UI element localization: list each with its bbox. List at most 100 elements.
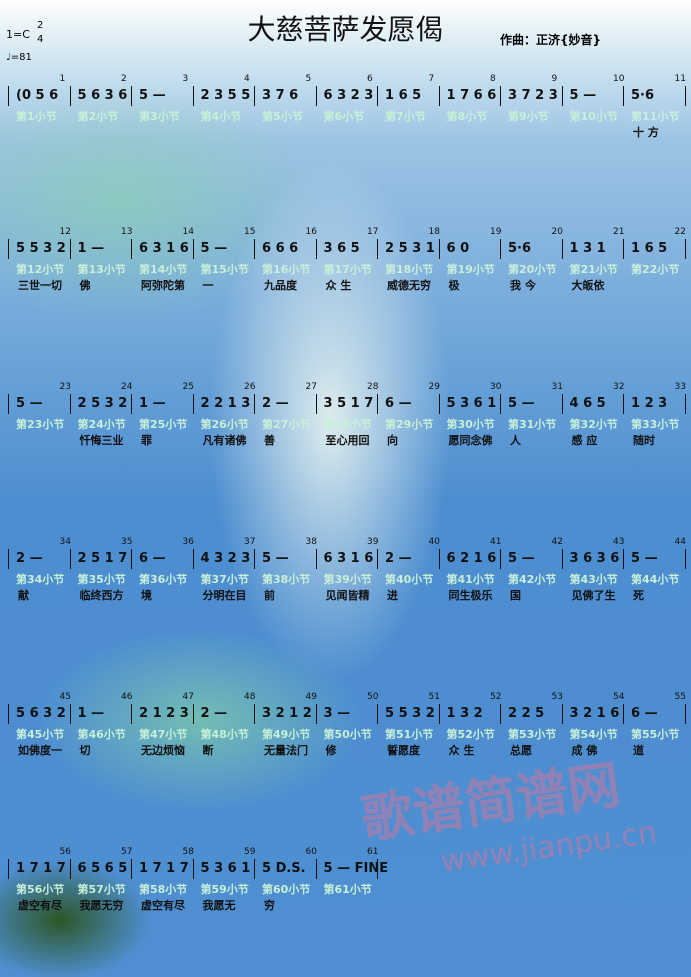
notes: 1 —	[77, 241, 105, 256]
measure-number: 51	[428, 692, 440, 702]
barline	[69, 86, 71, 106]
measure-number: 15	[244, 227, 256, 237]
notes: (0 5 6	[16, 88, 59, 103]
barline	[684, 704, 686, 724]
measure-label: 第20小节	[508, 263, 557, 276]
notes: 6 —	[385, 396, 412, 411]
measure-label: 第21小节	[569, 263, 618, 276]
measure-number: 49	[305, 692, 317, 702]
measure-number: 55	[674, 692, 686, 702]
measure-label: 第60小节	[262, 883, 311, 896]
measure-number: 18	[428, 227, 440, 237]
measure-number: 39	[367, 537, 379, 547]
measure-number: 21	[613, 227, 625, 237]
measure-number: 44	[674, 537, 686, 547]
barline	[623, 239, 624, 259]
time-bottom: 4	[37, 34, 44, 45]
lyric: 见闻皆精	[325, 589, 370, 602]
measure-label: 第51小节	[385, 728, 434, 741]
notes: 1 7 1 7	[139, 861, 189, 876]
notes: 6 3 1 6	[139, 241, 189, 256]
barline	[8, 549, 9, 569]
notes: 6 —	[631, 706, 658, 721]
notes: 3 2 1 6	[569, 706, 620, 721]
notes: 2 —	[16, 551, 43, 566]
measure-number: 37	[244, 537, 256, 547]
measure-label: 第3小节	[139, 110, 180, 123]
barline	[192, 239, 194, 259]
barline	[561, 394, 563, 414]
notes: 6 3 2 3	[323, 88, 374, 103]
notes: 6 5 6 5	[77, 861, 128, 876]
barline	[561, 86, 563, 106]
measure-label: 第13小节	[77, 263, 126, 276]
notes: 2 —	[262, 396, 289, 411]
notes: 2 5 3 2	[77, 396, 128, 411]
lyric: 我 今	[510, 279, 536, 292]
measure-label: 第25小节	[139, 418, 188, 431]
lyric: 罪	[141, 434, 152, 447]
notes: 5 —	[139, 88, 166, 103]
measure-label: 第33小节	[631, 418, 680, 431]
key: 1=C	[6, 28, 30, 41]
measure-label: 第26小节	[200, 418, 249, 431]
measure-label: 第16小节	[262, 263, 311, 276]
notes: 2 3 5 5	[200, 88, 251, 103]
barline	[8, 394, 9, 414]
lyric: 临终西方	[79, 589, 124, 602]
notes: 3 6 3 6	[569, 551, 620, 566]
time-top: 2	[37, 20, 44, 31]
barline	[8, 859, 9, 879]
measure-label: 第31小节	[508, 418, 557, 431]
measure-number: 25	[182, 382, 194, 392]
measure-number: 30	[490, 382, 502, 392]
measure-number: 6	[367, 74, 373, 84]
barline	[315, 859, 317, 879]
notes: 6 —	[139, 551, 166, 566]
measure-label: 第1小节	[16, 110, 57, 123]
notes: 5 —	[16, 396, 43, 411]
lyric: 众 生	[325, 279, 352, 292]
measure-label: 第43小节	[569, 573, 618, 586]
measure-number: 35	[121, 537, 133, 547]
measure-label: 第14小节	[139, 263, 188, 276]
notes: 3 2 1 2	[262, 706, 312, 721]
measure-label: 第30小节	[446, 418, 495, 431]
notes: 3 6 5	[323, 241, 360, 256]
barline	[438, 86, 440, 106]
barline	[315, 86, 317, 106]
barline	[684, 394, 686, 414]
barline	[8, 239, 9, 259]
barline	[623, 86, 624, 106]
notes: 6 2 1 6	[446, 551, 497, 566]
notes: 5 6 3 6	[77, 88, 128, 103]
notes: 6 3 1 6	[323, 551, 374, 566]
measure-label: 第61小节	[323, 883, 372, 896]
notes: 4 6 5	[569, 396, 606, 411]
measure-label: 第50小节	[323, 728, 372, 741]
notes: 5 — FINE	[323, 861, 389, 876]
barline	[254, 704, 255, 724]
barline	[192, 394, 194, 414]
measure-number: 23	[59, 382, 71, 392]
barline	[377, 859, 378, 879]
barline	[377, 239, 378, 259]
notes: 6 6 6	[262, 241, 299, 256]
barline	[192, 549, 194, 569]
composer: 作曲：正济{妙音}	[500, 33, 602, 47]
barline	[684, 239, 686, 259]
measure-number: 19	[490, 227, 502, 237]
measure-label: 第44小节	[631, 573, 680, 586]
measure-number: 11	[674, 74, 686, 84]
lyric: 虚空有尽	[141, 899, 185, 912]
measure-number: 32	[613, 382, 625, 392]
measure-number: 54	[613, 692, 625, 702]
measure-label: 第36小节	[139, 573, 188, 586]
measure-number: 33	[674, 382, 686, 392]
measure-number: 46	[121, 692, 133, 702]
notes: 2 2 1 3	[200, 396, 251, 411]
measure-label: 第34小节	[16, 573, 65, 586]
measure-number: 53	[551, 692, 563, 702]
lyric: 断	[202, 744, 214, 757]
lyric: 十 方	[633, 126, 659, 139]
